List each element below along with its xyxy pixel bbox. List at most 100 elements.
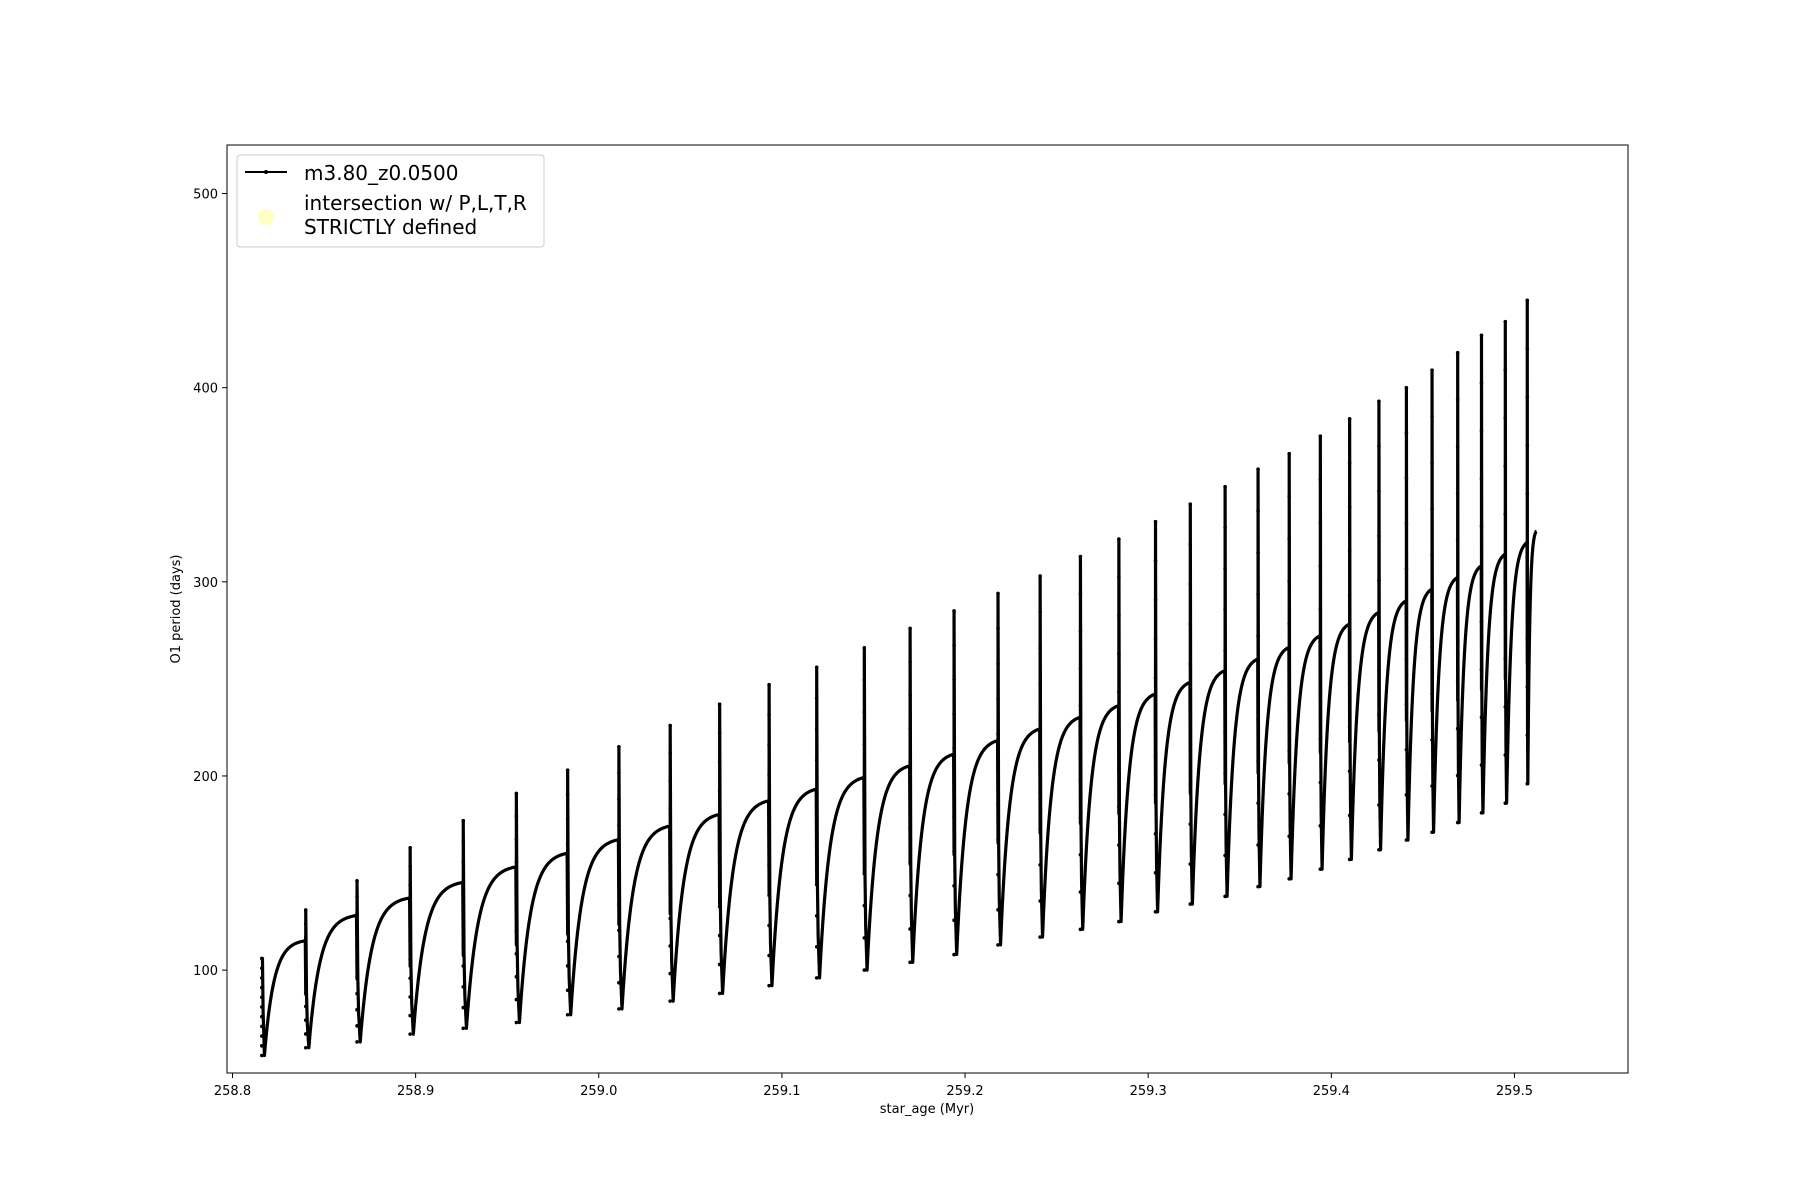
data-point — [814, 665, 819, 670]
data-point — [862, 774, 867, 779]
data-point — [1455, 350, 1460, 355]
data-point — [565, 939, 570, 944]
data-point — [408, 957, 412, 962]
data-point — [514, 952, 519, 956]
data-point — [408, 939, 412, 943]
data-point — [1256, 592, 1260, 597]
data-point — [996, 837, 1000, 842]
data-point — [668, 833, 672, 838]
x-tick-label: 258.9 — [397, 1084, 434, 1099]
data-point — [1223, 853, 1227, 858]
data-point — [617, 745, 621, 749]
data-point — [1455, 444, 1460, 449]
x-tick-label: 258.8 — [214, 1084, 251, 1099]
data-point — [1318, 477, 1323, 482]
data-point — [668, 971, 672, 976]
data-point — [1479, 667, 1484, 672]
data-point — [408, 1032, 412, 1036]
data-point — [996, 872, 1000, 877]
data-point — [1404, 657, 1409, 661]
data-point — [1455, 585, 1460, 590]
data-point — [767, 863, 771, 868]
data-point — [767, 713, 771, 717]
data-point — [1430, 830, 1434, 835]
data-point — [1377, 713, 1381, 717]
data-point — [260, 1044, 264, 1048]
data-point — [461, 1005, 466, 1010]
data-point — [1287, 494, 1291, 499]
data-point — [617, 797, 621, 802]
data-point — [767, 773, 771, 777]
data-point — [355, 911, 359, 915]
data-point — [814, 976, 819, 980]
data-point — [1503, 656, 1508, 661]
data-point — [514, 1020, 519, 1025]
data-point — [565, 988, 570, 993]
data-point — [461, 881, 466, 885]
data-point — [461, 818, 466, 823]
data-point — [996, 907, 1000, 912]
data-point — [303, 1018, 308, 1022]
data-point — [1347, 461, 1352, 465]
data-point — [717, 702, 722, 706]
data-point — [814, 789, 819, 794]
data-point — [1430, 691, 1434, 696]
data-point — [717, 933, 722, 938]
data-point — [303, 1032, 308, 1036]
data-point — [1347, 769, 1352, 774]
data-point — [1318, 607, 1323, 612]
data-point — [1525, 395, 1530, 399]
data-point — [303, 963, 308, 967]
data-point — [952, 677, 956, 682]
data-point — [952, 849, 956, 854]
data-point — [408, 845, 412, 850]
data-point — [1256, 759, 1260, 764]
data-point — [1188, 702, 1193, 706]
data-point — [908, 660, 912, 664]
data-point — [1188, 542, 1193, 546]
y-tick-label: 400 — [193, 382, 218, 397]
data-point — [952, 884, 956, 888]
data-point — [1377, 847, 1381, 852]
data-point — [717, 991, 722, 996]
data-point — [1503, 801, 1508, 805]
data-point — [1347, 593, 1352, 597]
data-point — [355, 879, 359, 883]
legend-label-line: STRICTLY defined — [304, 215, 477, 239]
data-point — [355, 959, 359, 964]
data-point — [514, 997, 519, 1002]
data-point — [908, 893, 912, 898]
data-point — [1188, 622, 1193, 626]
data-point — [1377, 534, 1381, 538]
x-tick-label: 259.0 — [580, 1084, 617, 1099]
data-point — [514, 837, 519, 842]
data-point — [1455, 773, 1460, 778]
legend-frame — [236, 154, 545, 248]
data-point — [461, 901, 466, 906]
data-point — [303, 977, 308, 981]
data-point — [1078, 554, 1083, 559]
data-point — [996, 943, 1000, 947]
data-point — [1153, 910, 1158, 914]
data-point — [355, 895, 359, 899]
data-point — [1038, 754, 1042, 759]
data-point — [1347, 681, 1352, 685]
data-point — [1503, 319, 1508, 324]
y-tick-label: 200 — [193, 770, 218, 785]
data-point — [1430, 599, 1434, 604]
data-point — [1153, 792, 1158, 797]
data-point — [1525, 443, 1530, 448]
data-point — [617, 954, 621, 959]
data-point — [908, 626, 912, 631]
data-point — [1256, 884, 1260, 889]
data-point — [1223, 648, 1227, 653]
data-point — [1256, 634, 1260, 638]
data-point — [355, 943, 359, 948]
data-point — [1347, 857, 1352, 862]
data-point — [1256, 843, 1260, 847]
data-point — [260, 1014, 264, 1019]
data-point — [1153, 597, 1158, 602]
data-point — [260, 1005, 264, 1009]
data-point — [1404, 838, 1409, 842]
data-point — [1503, 416, 1508, 420]
